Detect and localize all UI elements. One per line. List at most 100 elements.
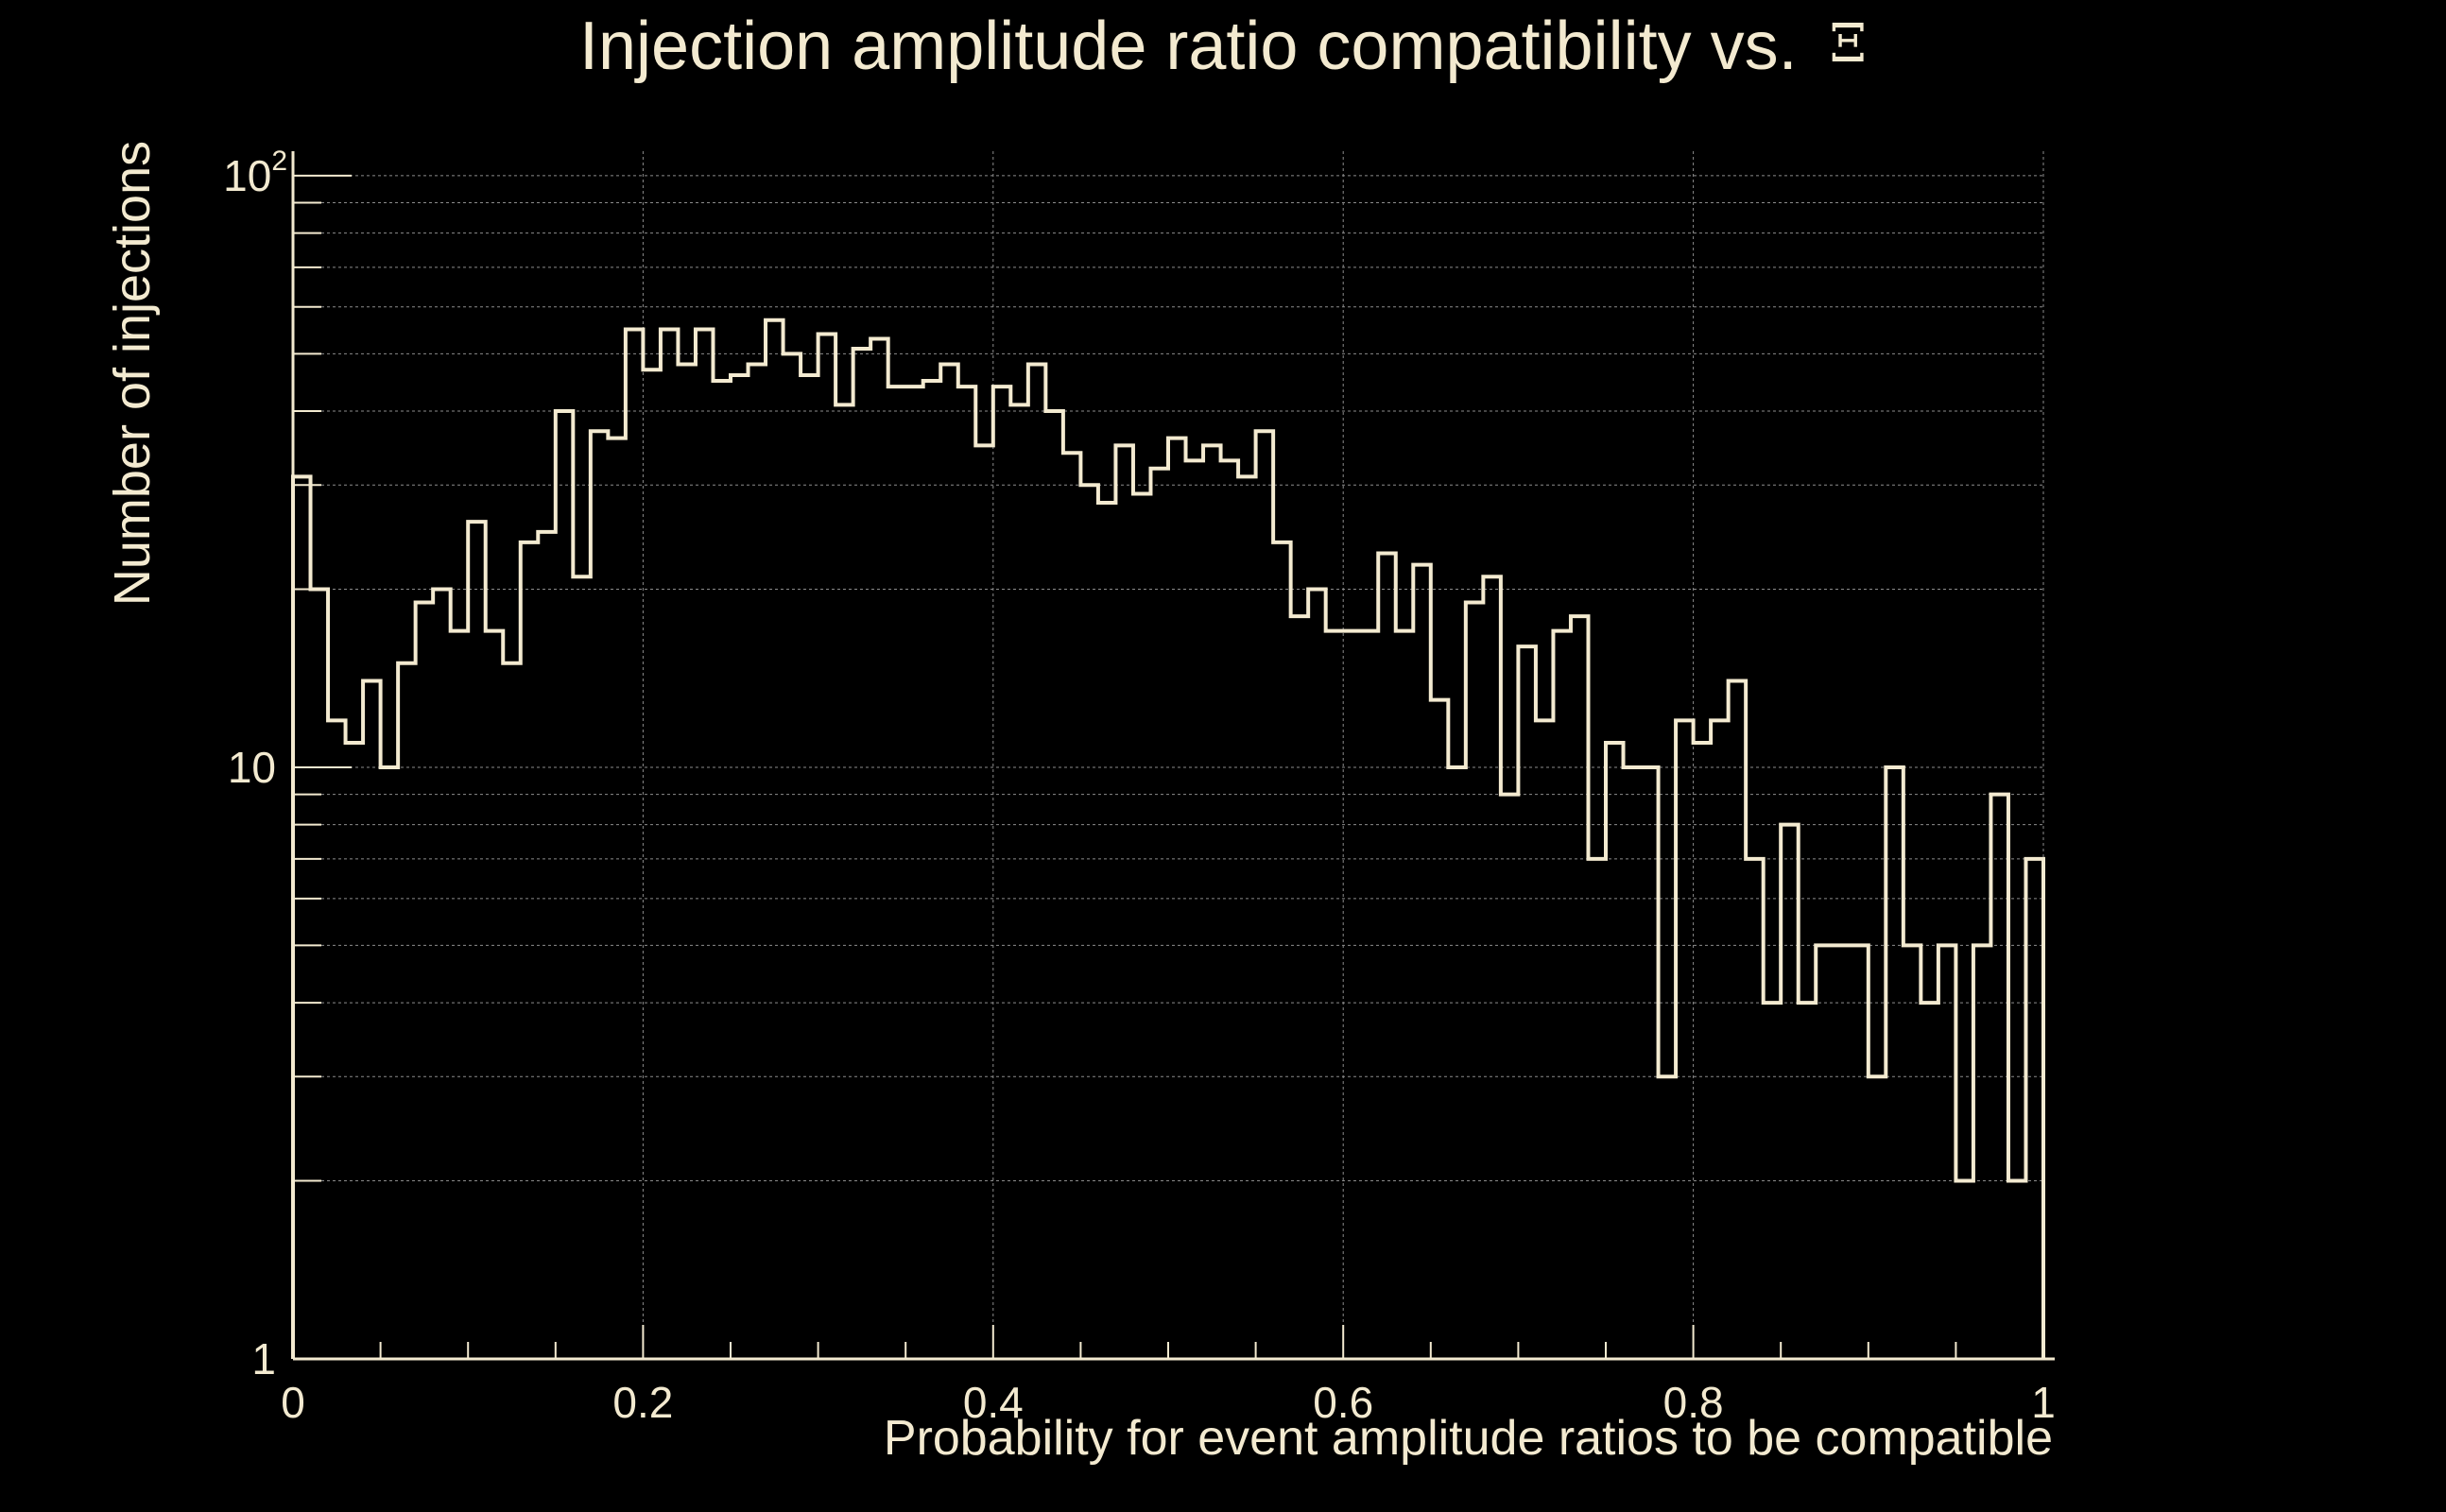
histogram-bin [1343, 631, 1361, 1359]
chart-title: Injection amplitude ratio compatibility … [0, 8, 2446, 85]
histogram-bin [1553, 631, 1571, 1359]
histogram-bin [1955, 1181, 1973, 1359]
histogram-bin [1413, 565, 1431, 1359]
histogram-bin [1816, 945, 1834, 1359]
histogram-bin [311, 589, 329, 1359]
histogram-bin [958, 387, 976, 1359]
histogram-bin [1536, 720, 1554, 1359]
histogram-bin [1624, 767, 1642, 1359]
x-tick-label: 0.8 [1663, 1378, 1724, 1427]
histogram-bin [940, 364, 958, 1359]
x-axis-label: Probability for event amplitude ratios t… [883, 1411, 2053, 1466]
histogram-bin [416, 602, 434, 1359]
histogram-bin [731, 375, 749, 1359]
histogram-bin [556, 411, 574, 1359]
x-tick-label: 0.4 [963, 1378, 1024, 1427]
histogram-bin [1799, 1003, 1817, 1359]
histogram-bin [1115, 445, 1133, 1359]
histogram-bin [1606, 743, 1624, 1359]
histogram-bin [1133, 493, 1151, 1359]
histogram-bin [1869, 1076, 1886, 1359]
histogram-bin [1921, 1003, 1938, 1359]
histogram-bin [1903, 945, 1921, 1359]
y-tick-label: 102 [223, 146, 287, 200]
histogram-bin [835, 404, 853, 1359]
histogram-bin [1676, 720, 1694, 1359]
histogram-bin [1045, 411, 1063, 1359]
histogram-bin [1851, 945, 1869, 1359]
y-tick-label: 1 [251, 1334, 276, 1383]
histogram-bin [1378, 553, 1396, 1359]
histogram-bin [1063, 453, 1081, 1359]
histogram-bin [1764, 1003, 1782, 1359]
histogram-bin [1990, 795, 2008, 1359]
histogram-bin [1326, 631, 1344, 1359]
histogram-bin [853, 349, 871, 1359]
y-tick-label: 10 [228, 743, 276, 792]
histogram-bin [398, 663, 416, 1359]
histogram-bin [818, 334, 836, 1359]
histogram-bin [1781, 825, 1799, 1359]
histogram-bin [1501, 795, 1519, 1359]
histogram-bin [713, 381, 731, 1359]
y-tick-exponent: 2 [271, 146, 287, 177]
histogram-bin [468, 522, 486, 1359]
x-tick-label: 0 [281, 1378, 305, 1427]
histogram-bin [678, 364, 696, 1359]
histogram-bin [1746, 859, 1764, 1359]
chart-title-text: Injection amplitude ratio compatibility … [579, 9, 1798, 84]
histogram-bin [1588, 859, 1606, 1359]
histogram-bin [1448, 767, 1466, 1359]
histogram-bin [346, 743, 364, 1359]
histogram-bin [1396, 631, 1414, 1359]
histogram-bin [1711, 720, 1729, 1359]
histogram-bin [2025, 859, 2043, 1359]
histogram-bin [888, 387, 906, 1359]
histogram-bin [1431, 700, 1449, 1359]
histogram-bin [521, 542, 539, 1359]
histogram-bin [1938, 945, 1956, 1359]
x-tick-label: 1 [2031, 1378, 2056, 1427]
histogram-bin [363, 680, 381, 1359]
histogram-bin [433, 589, 451, 1359]
histogram-bin [661, 329, 679, 1359]
histogram-bin [1641, 767, 1659, 1359]
histogram-bin [696, 329, 714, 1359]
histogram-bin [905, 387, 923, 1359]
histogram-bin [1466, 602, 1484, 1359]
histogram-bin [1186, 460, 1204, 1359]
histogram-bin [784, 353, 801, 1359]
histogram-bin [1221, 460, 1239, 1359]
histogram-bin [1973, 945, 1991, 1359]
histogram-line [291, 318, 2045, 1359]
histogram-bin [608, 438, 626, 1359]
histogram-bin [1273, 542, 1291, 1359]
histogram-bin [1010, 404, 1028, 1359]
histogram-bin [1571, 616, 1589, 1359]
histogram-bin [1098, 503, 1116, 1359]
histogram-bin [1203, 445, 1221, 1359]
histogram-bin [1238, 476, 1256, 1359]
histogram-bin [801, 375, 818, 1359]
histogram-bin [870, 339, 888, 1359]
histogram-bin [643, 369, 661, 1359]
histogram-bin [591, 431, 609, 1359]
histogram-bin [1308, 589, 1326, 1359]
histogram-bin [328, 720, 346, 1359]
x-tick-label: 0.6 [1313, 1378, 1373, 1427]
histogram-bin [749, 364, 767, 1359]
histogram-bin [1886, 767, 1903, 1359]
histogram-bin [766, 320, 784, 1359]
histogram-bin [1361, 631, 1379, 1359]
histogram-bin [1659, 1076, 1677, 1359]
histogram-bin [1518, 646, 1536, 1359]
histogram-bin [573, 576, 591, 1359]
histogram-bin [1291, 616, 1309, 1359]
histogram-bin [381, 767, 399, 1359]
xi-symbol: Ξ [1829, 13, 1867, 75]
histogram-bin [1168, 438, 1186, 1359]
histogram-bin [2008, 1181, 2026, 1359]
histogram-bin [993, 387, 1011, 1359]
histogram-bin [1028, 364, 1046, 1359]
